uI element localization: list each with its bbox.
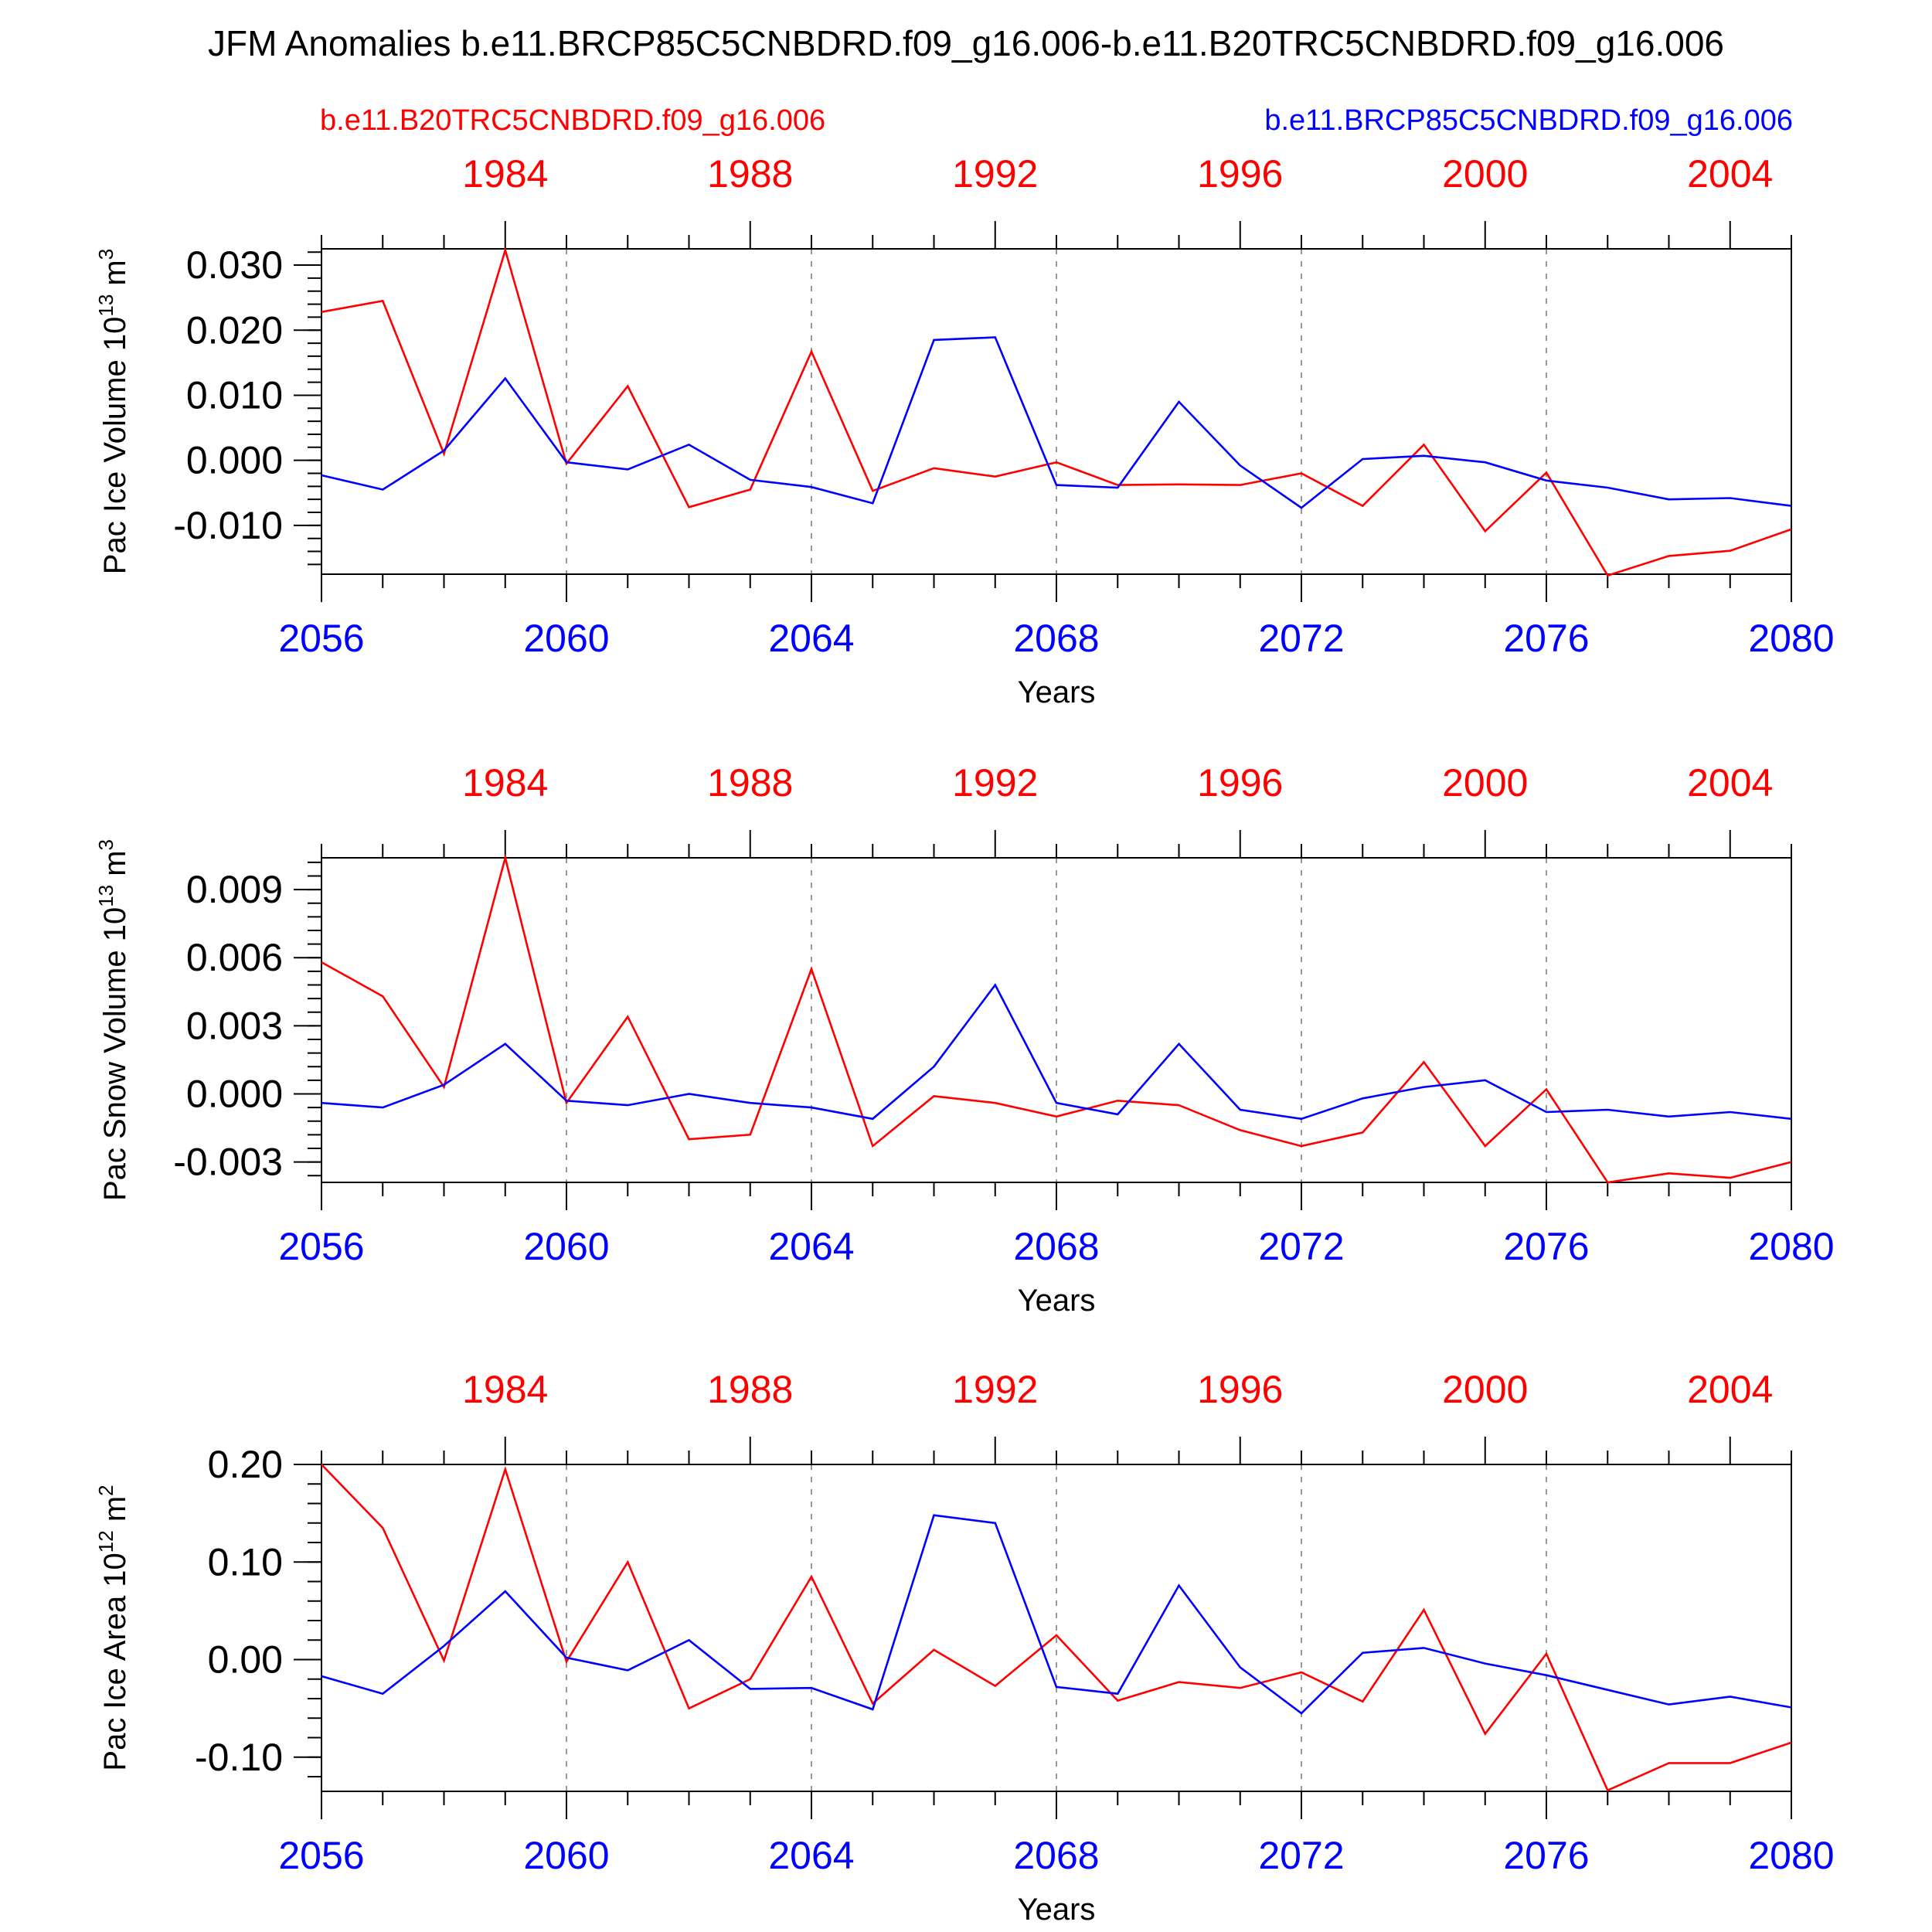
top-x-tick-label: 2000 [1442, 761, 1528, 804]
y-tick-label: 0.20 [208, 1443, 283, 1486]
series-line-blue [321, 336, 1792, 509]
top-x-tick-label: 1984 [462, 152, 548, 196]
chart-panel-2: 2056 2060 2064 2068 2072 2076 2080 Years 1984 198… [94, 761, 1835, 1318]
y-axis-label: Pac Ice Volume 1013 m3 [94, 249, 132, 574]
y-tick-label: 0.030 [186, 243, 283, 287]
y-axis-label: Pac Snow Volume 1013 m3 [94, 839, 132, 1201]
y-tick-label: 0.020 [186, 308, 283, 352]
y-tick-label: -0.003 [173, 1141, 283, 1184]
y-axis-label-unit-exponent: 3 [94, 249, 117, 260]
y-axis-label-text: Pac Ice Volume 10 [98, 317, 132, 575]
x-tick-label: 2068 [1013, 1834, 1099, 1877]
x-axis-label: Years [1018, 1893, 1096, 1927]
x-axis-label: Years [1018, 1284, 1096, 1318]
series-line-blue [321, 1514, 1792, 1715]
y-tick-label: 0.010 [186, 373, 283, 417]
x-tick-label: 2068 [1013, 1225, 1099, 1268]
x-tick-label: 2060 [523, 617, 609, 660]
y-tick-label: 0.009 [186, 868, 283, 911]
series-line-blue [321, 983, 1792, 1121]
y-axis-label-unit: m [98, 850, 132, 884]
top-x-tick-label: 2004 [1687, 761, 1773, 804]
legend-red-label: b.e11.B20TRC5CNBDRD.f09_g16.006 [320, 104, 825, 137]
top-x-tick-label: 1992 [952, 1368, 1038, 1411]
x-tick-label: 2072 [1258, 1225, 1344, 1268]
y-axis-label-exponent: 13 [94, 885, 117, 907]
x-tick-label: 2076 [1503, 1834, 1589, 1877]
top-x-tick-label: 1988 [707, 152, 793, 196]
y-axis-label-exponent: 12 [94, 1530, 117, 1553]
x-tick-label: 2056 [278, 1225, 364, 1268]
top-x-tick-label: 1996 [1197, 1368, 1283, 1411]
x-tick-label: 2064 [768, 1225, 854, 1268]
y-tick-label: -0.010 [173, 504, 283, 547]
top-x-tick-label: 2004 [1687, 1368, 1773, 1411]
y-axis-label-unit-exponent: 2 [94, 1485, 117, 1495]
top-x-tick-label: 2000 [1442, 1368, 1528, 1411]
y-tick-label: -0.10 [195, 1736, 283, 1779]
y-tick-label: 0.000 [186, 1072, 283, 1115]
y-axis-label-text: Pac Ice Area 10 [98, 1553, 132, 1770]
y-axis-label-unit: m [98, 260, 132, 294]
y-tick-label: 0.00 [208, 1638, 283, 1682]
top-x-tick-label: 1992 [952, 152, 1038, 196]
chart-panels: 2056 2060 2064 2068 2072 2076 2080 Years 1984 198… [94, 152, 1835, 1927]
x-tick-label: 2080 [1748, 617, 1834, 660]
top-x-tick-label: 1984 [462, 1368, 548, 1411]
x-tick-label: 2056 [278, 617, 364, 660]
x-tick-label: 2060 [523, 1834, 609, 1877]
x-tick-label: 2060 [523, 1225, 609, 1268]
chart-panel-3: 2056 2060 2064 2068 2072 2076 2080 Years 1984 198… [94, 1368, 1835, 1927]
y-axis-label-text: Pac Snow Volume 10 [98, 907, 132, 1201]
x-tick-label: 2072 [1258, 617, 1344, 660]
y-tick-label: 0.10 [208, 1540, 283, 1583]
x-tick-label: 2076 [1503, 617, 1589, 660]
x-tick-label: 2068 [1013, 617, 1099, 660]
chart-panel-1: 2056 2060 2064 2068 2072 2076 2080 Years 1984 198… [94, 152, 1835, 709]
x-tick-label: 2064 [768, 617, 854, 660]
y-tick-label: 0.000 [186, 439, 283, 482]
y-axis-label-unit: m [98, 1496, 132, 1530]
y-tick-label: 0.006 [186, 936, 283, 979]
figure-title: JFM Anomalies b.e11.BRCP85C5CNBDRD.f09_g… [208, 23, 1724, 63]
series-line-red [321, 853, 1792, 1184]
y-axis-label-exponent: 13 [94, 294, 117, 317]
x-tick-label: 2064 [768, 1834, 854, 1877]
legend-blue-label: b.e11.BRCP85C5CNBDRD.f09_g16.006 [1264, 104, 1793, 137]
x-tick-label: 2080 [1748, 1834, 1834, 1877]
top-x-tick-label: 1988 [707, 761, 793, 804]
top-x-tick-label: 1988 [707, 1368, 793, 1411]
y-axis-label: Pac Ice Area 1012 m2 [94, 1485, 132, 1770]
top-x-tick-label: 1996 [1197, 152, 1283, 196]
x-tick-label: 2072 [1258, 1834, 1344, 1877]
y-tick-label: 0.003 [186, 1004, 283, 1047]
top-x-tick-label: 1996 [1197, 761, 1283, 804]
top-x-tick-label: 1984 [462, 761, 548, 804]
series-line-red [321, 1464, 1792, 1792]
x-tick-label: 2076 [1503, 1225, 1589, 1268]
top-x-tick-label: 2000 [1442, 152, 1528, 196]
x-tick-label: 2080 [1748, 1225, 1834, 1268]
x-tick-label: 2056 [278, 1834, 364, 1877]
y-axis-label-unit-exponent: 3 [94, 839, 117, 850]
series-line-red [321, 247, 1792, 577]
top-x-tick-label: 1992 [952, 761, 1038, 804]
x-axis-label: Years [1018, 675, 1096, 709]
top-x-tick-label: 2004 [1687, 152, 1773, 196]
